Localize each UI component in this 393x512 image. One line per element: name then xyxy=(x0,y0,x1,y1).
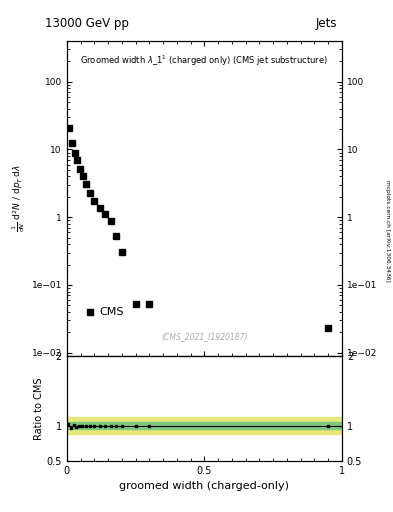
Text: 13000 GeV pp: 13000 GeV pp xyxy=(44,16,129,30)
Text: CMS: CMS xyxy=(100,307,124,317)
Y-axis label: $\frac{1}{\mathrm{d}N}\ \mathrm{d}^2N\ /\ \mathrm{d}p_T\,\mathrm{d}\lambda$: $\frac{1}{\mathrm{d}N}\ \mathrm{d}^2N\ /… xyxy=(11,165,28,232)
Text: (CMS_2021_I1920187): (CMS_2021_I1920187) xyxy=(161,332,248,342)
Text: mcplots.cern.ch [arXiv:1306.3436]: mcplots.cern.ch [arXiv:1306.3436] xyxy=(385,180,389,281)
Text: Jets: Jets xyxy=(316,16,337,30)
X-axis label: groomed width (charged-only): groomed width (charged-only) xyxy=(119,481,289,491)
Y-axis label: Ratio to CMS: Ratio to CMS xyxy=(34,377,44,440)
Text: Groomed width $\lambda\_1^1$ (charged only) (CMS jet substructure): Groomed width $\lambda\_1^1$ (charged on… xyxy=(81,54,328,68)
